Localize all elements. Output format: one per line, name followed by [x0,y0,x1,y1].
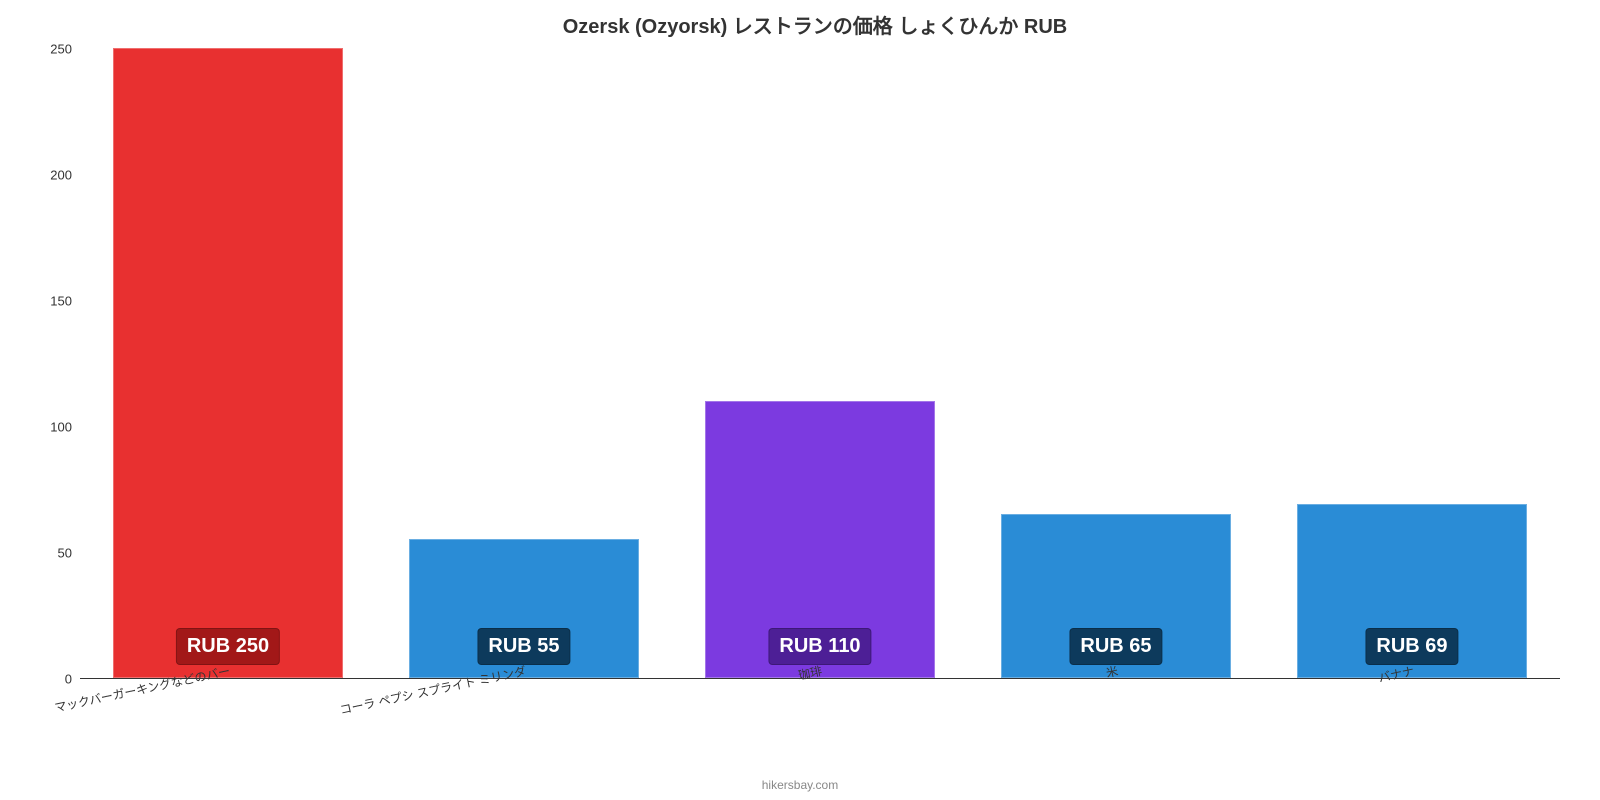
y-tick-label: 50 [58,546,72,561]
x-category-label: 米 [1104,662,1119,681]
x-category-label: 珈琲 [797,662,824,684]
bar: RUB 110 [705,401,936,678]
y-tick-label: 0 [65,672,72,687]
x-category-label: バナナ [1377,662,1416,686]
plot-area: 050100150200250 RUB 250RUB 55RUB 110RUB … [80,49,1560,679]
y-tick-label: 100 [50,420,72,435]
bar: RUB 250 [113,48,344,678]
y-tick-label: 250 [50,42,72,57]
x-category-label: マックバーガーキングなどのバー [53,662,232,716]
chart-container: Ozersk (Ozyorsk) レストランの価格 しょくひんか RUB 050… [70,10,1560,710]
y-tick-label: 150 [50,294,72,309]
x-labels: マックバーガーキングなどのバーコーラ ペプシ スプライト ミリンダ珈琲米バナナ [80,650,1560,710]
bars-group: RUB 250RUB 55RUB 110RUB 65RUB 69 [80,48,1560,678]
chart-title: Ozersk (Ozyorsk) レストランの価格 しょくひんか RUB [70,10,1560,39]
y-tick-label: 200 [50,168,72,183]
y-axis: 050100150200250 [30,49,80,679]
footer-attribution: hikersbay.com [762,778,838,792]
x-category-label: コーラ ペプシ スプライト ミリンダ [338,662,527,718]
